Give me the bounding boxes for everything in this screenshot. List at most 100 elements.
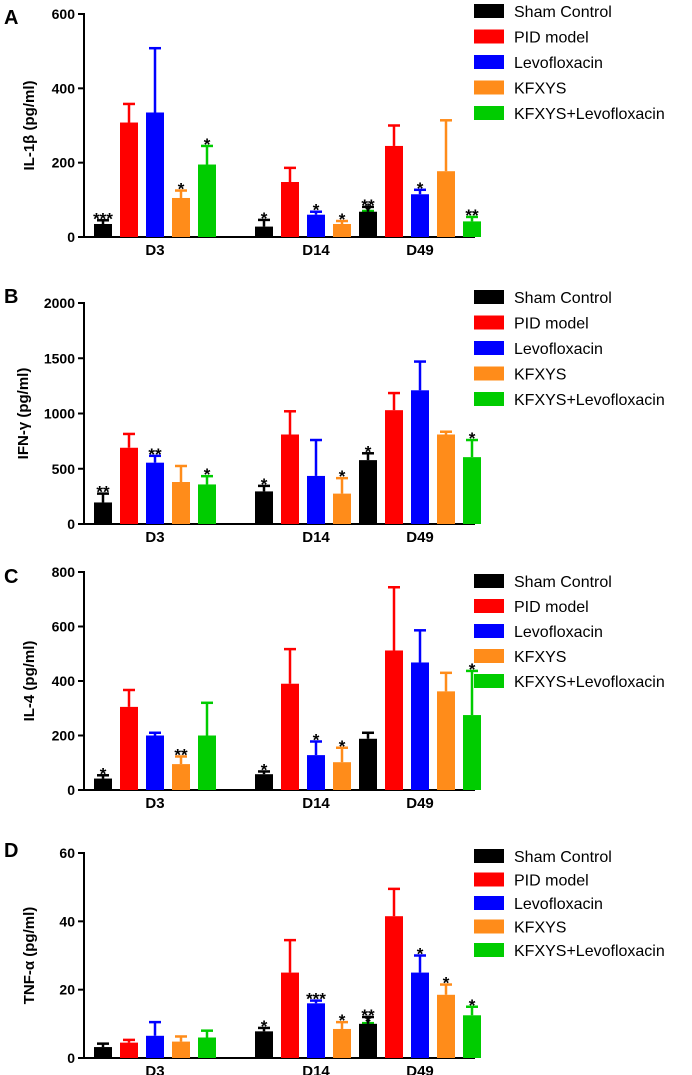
significance-stars: *	[204, 135, 211, 154]
significance-stars: **	[361, 196, 375, 215]
legend-swatch	[474, 896, 504, 910]
legend-swatch	[474, 849, 504, 863]
legend-swatch	[474, 106, 504, 120]
bar-kfxys-levofloxacin-d49	[463, 221, 481, 237]
bar-sham-control-d14	[255, 774, 273, 790]
significance-stars: *	[469, 660, 476, 679]
bar-kfxys-levofloxacin-d3	[198, 164, 216, 237]
y-tick-label: 20	[59, 982, 75, 998]
legend-label: PID model	[514, 30, 589, 47]
legend-label: Sham Control	[514, 4, 612, 21]
y-tick-label: 400	[52, 80, 76, 96]
significance-stars: **	[361, 1006, 375, 1025]
bar-kfxys-d14	[333, 223, 351, 237]
bar-sham-control-d49	[359, 738, 377, 790]
significance-stars: *	[417, 179, 424, 198]
x-tick-label: D49	[406, 1063, 434, 1075]
legend-swatch	[474, 919, 504, 934]
bar-kfxys-d3	[172, 482, 190, 524]
legend-swatch	[474, 4, 504, 18]
bar-kfxys-d3	[172, 197, 190, 237]
bar-kfxys-d3	[172, 764, 190, 790]
bar-sham-control-d49	[359, 211, 377, 237]
bar-pid-model-d3	[120, 122, 138, 237]
panel-letter: C	[4, 566, 18, 588]
y-tick-label: 600	[52, 619, 76, 635]
significance-stars: **	[148, 445, 162, 464]
legend-label: Levofloxacin	[514, 896, 603, 913]
bar-kfxys-levofloxacin-d49	[463, 715, 481, 790]
bar-kfxys-levofloxacin-d3	[198, 1037, 216, 1058]
significance-stars: *	[178, 180, 185, 199]
bar-kfxys-levofloxacin-d49	[463, 457, 481, 524]
bar-kfxys-d49	[437, 171, 455, 237]
significance-stars: *	[313, 201, 320, 220]
significance-stars: *	[339, 1011, 346, 1030]
significance-stars: *	[313, 730, 320, 749]
legend-label: Levofloxacin	[514, 624, 603, 641]
legend-label: Sham Control	[514, 290, 612, 307]
bar-kfxys-d3	[172, 1041, 190, 1058]
legend-swatch	[474, 366, 504, 381]
legend-label: KFXYS+Levofloxacin	[514, 943, 665, 960]
legend-label: KFXYS+Levofloxacin	[514, 674, 665, 691]
panel-letter: D	[4, 840, 18, 862]
legend: Sham Control PID model Levofloxacin KFXYS KF…	[474, 290, 665, 409]
significance-stars: *	[261, 1017, 268, 1036]
bar-kfxys-d49	[437, 434, 455, 524]
bar-levofloxacin-d3	[146, 462, 164, 524]
bar-pid-model-d49	[385, 650, 403, 790]
bar-sham-control-d14	[255, 1031, 273, 1058]
y-tick-label: 200	[52, 155, 76, 171]
legend-label: KFXYS	[514, 649, 566, 666]
legend-label: PID model	[514, 316, 589, 333]
legend-label: KFXYS+Levofloxacin	[514, 106, 665, 123]
y-tick-label: 60	[59, 845, 75, 861]
significance-stars: *	[339, 467, 346, 486]
bar-kfxys-d14	[333, 1028, 351, 1058]
y-tick-label: 800	[52, 564, 76, 580]
bar-kfxys-levofloxacin-d3	[198, 484, 216, 524]
y-tick-label: 500	[52, 461, 76, 477]
x-tick-label: D14	[302, 795, 330, 812]
legend-swatch	[474, 341, 504, 355]
legend-swatch	[474, 624, 504, 638]
bar-sham-control-d14	[255, 491, 273, 524]
bar-pid-model-d3	[120, 447, 138, 524]
significance-stars: **	[96, 483, 110, 502]
legend-label: KFXYS+Levofloxacin	[514, 392, 665, 409]
y-tick-label: 0	[67, 1050, 75, 1066]
y-tick-label: 40	[59, 913, 75, 929]
x-tick-label: D3	[145, 242, 164, 259]
significance-stars: *	[443, 974, 450, 993]
bar-kfxys-d14	[333, 493, 351, 524]
legend-swatch	[474, 29, 504, 44]
bar-kfxys-d14	[333, 762, 351, 790]
bar-levofloxacin-d3	[146, 112, 164, 237]
panel-letter: A	[4, 7, 18, 29]
significance-stars: *	[365, 442, 372, 461]
bar-sham-control-d49	[359, 1023, 377, 1058]
significance-stars: *	[261, 209, 268, 228]
y-axis-label: IFN-γ (pg/ml)	[15, 368, 32, 460]
significance-stars: *	[261, 475, 268, 494]
bar-levofloxacin-d14	[307, 755, 325, 790]
significance-stars: *	[339, 210, 346, 229]
bar-kfxys-d49	[437, 691, 455, 790]
y-axis-label: IL-1β (pg/ml)	[21, 81, 38, 171]
legend-label: KFXYS	[514, 81, 566, 98]
legend-label: PID model	[514, 599, 589, 616]
y-tick-label: 0	[67, 229, 75, 245]
y-axis-label: IL-4 (pg/ml)	[21, 641, 38, 722]
bar-levofloxacin-d14	[307, 214, 325, 237]
legend: Sham Control PID model Levofloxacin KFXYS KF…	[474, 574, 665, 691]
bar-sham-control-d3	[94, 778, 112, 790]
x-tick-label: D14	[302, 242, 330, 259]
legend-swatch	[474, 392, 504, 406]
legend-label: KFXYS	[514, 367, 566, 384]
panel-letter: B	[4, 286, 18, 308]
significance-stars: ***	[306, 990, 326, 1009]
